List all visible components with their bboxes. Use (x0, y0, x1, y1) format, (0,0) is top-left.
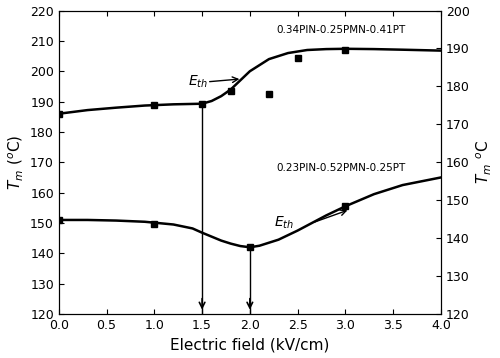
Text: $E_{th}$: $E_{th}$ (274, 215, 294, 231)
Text: 0.23PIN-0.52PMN-0.25PT: 0.23PIN-0.52PMN-0.25PT (276, 163, 406, 173)
X-axis label: Electric field (kV/cm): Electric field (kV/cm) (170, 338, 330, 352)
Text: 0.34PIN-0.25PMN-0.41PT: 0.34PIN-0.25PMN-0.41PT (276, 25, 406, 35)
Text: $E_{th}$: $E_{th}$ (188, 74, 208, 90)
Y-axis label: $T_m$ ($^o$C): $T_m$ ($^o$C) (6, 135, 25, 190)
Y-axis label: $T_m$ $^o$C: $T_m$ $^o$C (475, 140, 494, 184)
